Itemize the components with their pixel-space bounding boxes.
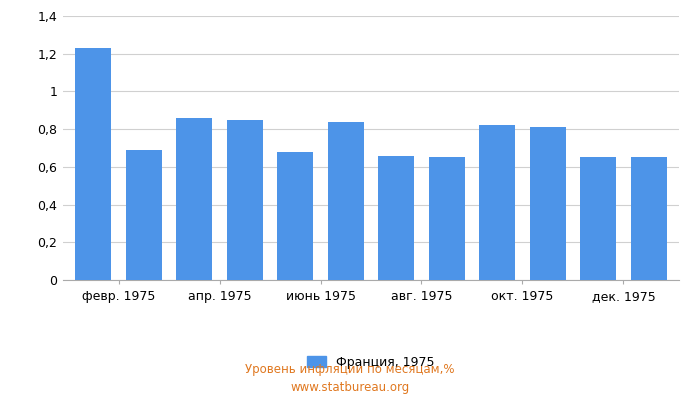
Bar — [479, 125, 515, 280]
Bar — [529, 127, 566, 280]
Bar — [176, 118, 213, 280]
Bar — [631, 158, 667, 280]
Bar — [227, 120, 263, 280]
Text: Уровень инфляции по месяцам,%
www.statbureau.org: Уровень инфляции по месяцам,% www.statbu… — [245, 362, 455, 394]
Bar — [277, 152, 314, 280]
Bar — [378, 156, 414, 280]
Bar — [328, 122, 364, 280]
Bar — [580, 158, 617, 280]
Legend: Франция, 1975: Франция, 1975 — [302, 351, 440, 374]
Bar — [125, 150, 162, 280]
Bar — [75, 48, 111, 280]
Bar — [428, 158, 465, 280]
